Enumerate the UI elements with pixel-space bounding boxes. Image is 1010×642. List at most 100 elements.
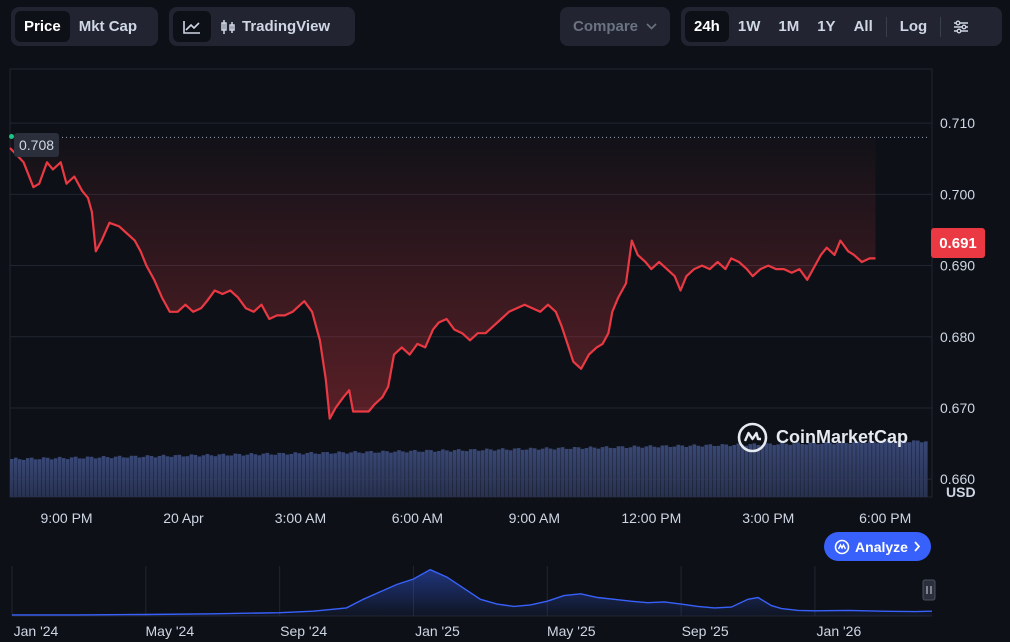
volume-bar — [285, 454, 290, 497]
volume-bar — [892, 442, 896, 497]
volume-bar — [109, 458, 114, 497]
volume-bar — [880, 442, 884, 497]
volume-bar — [792, 443, 796, 497]
volume-bar — [393, 451, 397, 497]
volume-bar — [369, 451, 373, 497]
volume-bar — [520, 449, 525, 497]
volume-bar — [540, 448, 545, 497]
analyze-button[interactable]: Analyze — [824, 532, 931, 561]
range-1m[interactable]: 1M — [778, 18, 800, 35]
volume-bar — [808, 442, 812, 497]
compare-label: Compare — [572, 18, 639, 35]
volume-bar — [900, 440, 904, 497]
volume-bar — [576, 447, 581, 497]
volume-bar — [345, 453, 349, 497]
navigator-tick-label: Sep '24 — [280, 623, 327, 639]
volume-bar — [89, 456, 94, 497]
range-24h[interactable]: 24h — [685, 11, 729, 42]
price-chart[interactable]: 0.710 0.700 0.690 0.680 0.670 0.660 USD 9:00 … — [0, 55, 1010, 530]
tradingview-button[interactable]: TradingView — [211, 11, 339, 42]
volume-bar — [437, 451, 441, 497]
range-selector: 24h 1W 1M 1Y All Log — [681, 7, 1002, 46]
log-scale-button[interactable]: Log — [899, 18, 928, 35]
volume-bar — [137, 457, 142, 497]
tradingview-label: TradingView — [242, 18, 331, 35]
volume-bar — [129, 455, 134, 497]
volume-bar — [141, 456, 146, 497]
compare-dropdown[interactable]: Compare — [560, 7, 670, 46]
volume-bar — [704, 444, 709, 497]
volume-bar — [636, 446, 641, 497]
x-tick-label: 9:00 AM — [509, 510, 560, 526]
range-1y[interactable]: 1Y — [817, 18, 836, 35]
line-chart-button[interactable] — [173, 11, 211, 42]
volume-bar — [385, 451, 389, 497]
volume-bar — [65, 459, 70, 497]
volume-bar — [604, 446, 609, 497]
volume-bar — [165, 456, 170, 497]
start-price-label: 0.708 — [14, 133, 60, 157]
volume-bar — [632, 445, 637, 497]
volume-bar — [716, 445, 721, 497]
volume-bar — [30, 457, 34, 497]
volume-bar — [724, 444, 729, 497]
line-chart-icon — [183, 20, 200, 34]
volume-bar — [229, 455, 234, 497]
volume-bar — [544, 447, 549, 497]
market-cap-tab[interactable]: Mkt Cap — [78, 18, 138, 35]
navigator-tick-label: Sep '25 — [682, 623, 729, 639]
volume-bar — [209, 455, 214, 497]
volume-bar — [69, 457, 74, 497]
volume-bar — [225, 455, 230, 497]
price-tab[interactable]: Price — [15, 11, 70, 42]
volume-bar — [485, 448, 489, 497]
volume-bar — [744, 445, 749, 497]
volume-bar — [524, 449, 529, 497]
volume-bar — [840, 441, 844, 497]
range-navigator[interactable]: Jan '24 May '24 Sep '24 Jan '25 May '25 Sep '… — [0, 560, 1010, 642]
volume-bar — [193, 455, 198, 497]
divider — [940, 16, 942, 37]
volume-bar — [461, 450, 465, 497]
volume-bar — [516, 448, 521, 497]
volume-bar — [896, 441, 900, 497]
volume-bar — [37, 459, 42, 497]
volume-bar — [920, 442, 924, 497]
volume-bar — [664, 445, 669, 497]
settings-button[interactable] — [945, 11, 977, 42]
volume-bar — [161, 454, 166, 497]
volume-bar — [405, 452, 409, 497]
sliders-icon — [954, 20, 969, 33]
volume-bar — [624, 448, 629, 497]
navigator-handle[interactable] — [922, 579, 936, 601]
volume-bar — [22, 459, 26, 497]
volume-bar — [121, 457, 126, 497]
y-tick-label: 0.670 — [940, 400, 975, 416]
range-all[interactable]: All — [853, 18, 873, 35]
volume-bar — [760, 445, 765, 497]
divider — [885, 16, 887, 37]
volume-bar — [620, 446, 625, 497]
volume-bar — [628, 447, 633, 497]
volume-bar — [492, 450, 497, 497]
volume-bar — [105, 457, 110, 497]
volume-bar — [397, 450, 401, 497]
volume-bar — [309, 452, 313, 497]
volume-bar — [417, 451, 421, 497]
volume-bar — [301, 454, 306, 497]
volume-bar — [341, 452, 345, 497]
volume-bar — [313, 453, 317, 497]
volume-bar — [337, 451, 341, 497]
range-1w[interactable]: 1W — [737, 18, 761, 35]
navigator-tick-label: Jan '26 — [817, 623, 862, 639]
volume-bar — [824, 441, 828, 497]
volume-bar — [97, 457, 102, 497]
volume-bar — [680, 445, 685, 497]
chevron-down-icon — [646, 23, 657, 30]
volume-bar — [381, 450, 385, 497]
volume-bar — [201, 455, 206, 497]
coinmarketcap-logo-icon — [737, 422, 768, 453]
volume-bar — [297, 453, 302, 497]
volume-bar — [373, 452, 377, 497]
volume-bar — [153, 457, 158, 497]
